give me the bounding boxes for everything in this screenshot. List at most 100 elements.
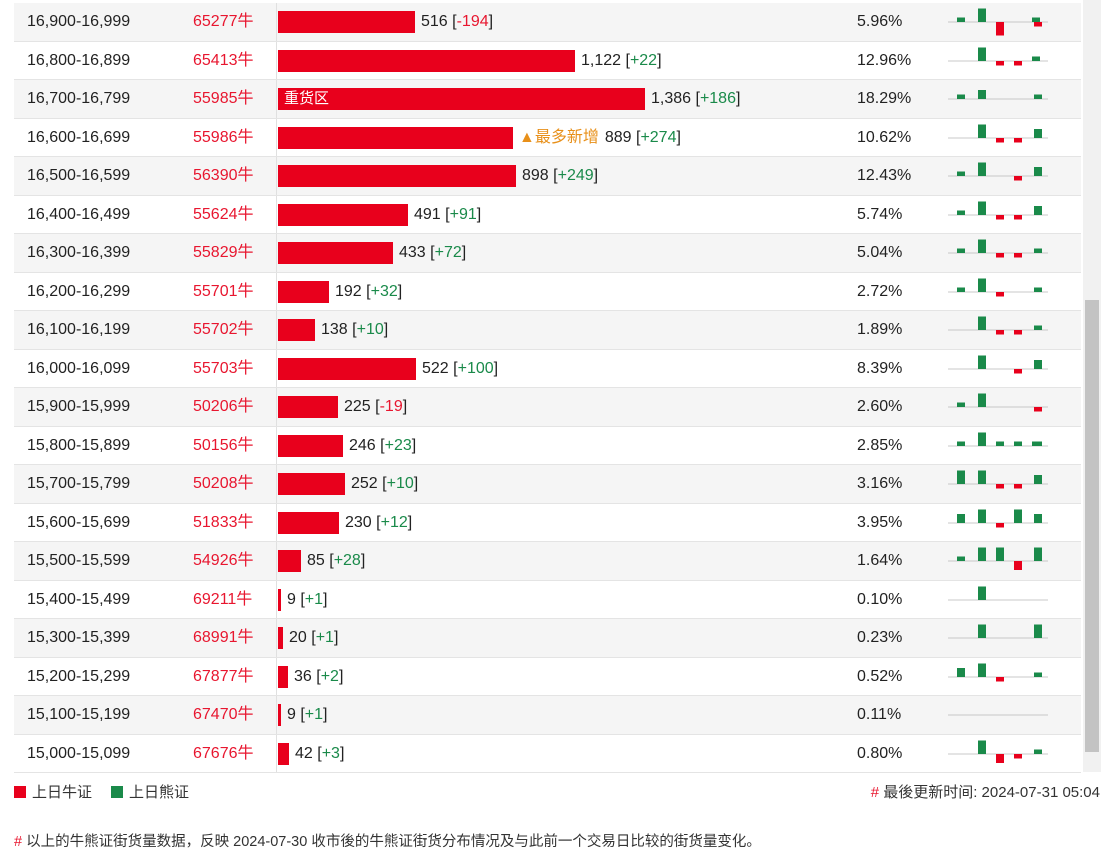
volume-bar <box>278 742 289 765</box>
volume-value: 889 <box>604 128 632 146</box>
sparkline-bar <box>978 124 986 138</box>
share-percent: 5.74% <box>857 205 903 223</box>
column-divider <box>276 542 277 580</box>
sparkline-bar <box>957 287 965 292</box>
volume-count: 1,386 [+186] <box>651 90 741 107</box>
sparkline-bar <box>978 90 986 99</box>
bull-code-link[interactable]: 55702牛 <box>193 321 254 338</box>
sparkline-bar <box>996 22 1004 36</box>
bull-code-link[interactable]: 51833牛 <box>193 513 254 531</box>
volume-count: ▲最多新增 889 [+274] <box>519 128 681 146</box>
volume-change: +1 <box>315 629 334 646</box>
volume-value: 516 <box>421 13 448 30</box>
sparkline-bar <box>978 278 986 292</box>
sparkline-bar <box>978 740 986 754</box>
bull-code-link[interactable]: 69211牛 <box>193 590 253 608</box>
volume-value: 9 <box>287 590 296 608</box>
column-divider <box>276 311 277 349</box>
scrollbar-thumb[interactable] <box>1085 300 1099 752</box>
bull-code-link[interactable]: 55986牛 <box>193 128 254 146</box>
bull-code-link[interactable]: 65277牛 <box>193 13 254 30</box>
volume-change: +2 <box>320 667 339 685</box>
volume-count: 516 [-194] <box>421 13 494 30</box>
volume-bar: 重货区 <box>278 88 645 110</box>
price-range: 15,000-15,099 <box>27 744 131 762</box>
column-divider <box>276 234 277 272</box>
sparkline-bar <box>996 676 1004 681</box>
volume-bar <box>278 11 415 33</box>
share-percent: 5.04% <box>857 244 903 261</box>
share-percent: 0.23% <box>857 629 903 646</box>
bull-code-link[interactable]: 67877牛 <box>193 667 254 685</box>
sparkline-bar <box>957 556 965 561</box>
bull-code-link[interactable]: 50206牛 <box>193 398 254 415</box>
legend-bear: 上日熊证 <box>111 784 189 802</box>
column-divider <box>276 3 277 41</box>
volume-value: 491 <box>414 205 441 223</box>
volume-change: +186 <box>699 90 736 107</box>
bull-code-link[interactable]: 55703牛 <box>193 359 254 377</box>
volume-change: +22 <box>629 51 658 69</box>
volume-count: 138 [+10] <box>321 321 389 338</box>
sparkline-bar <box>1014 137 1022 142</box>
sparkline-bar <box>978 316 986 330</box>
volume-bar <box>278 165 516 187</box>
price-range: 16,500-16,599 <box>27 167 131 184</box>
sparkline-bar <box>1014 484 1022 489</box>
bull-code-link[interactable]: 50208牛 <box>193 475 254 492</box>
sparkline-bar <box>996 753 1004 763</box>
table-row: 16,100-16,199 55702牛 138 [+10] 1.89% <box>14 311 1081 350</box>
legend-bull: 上日牛证 <box>14 784 92 802</box>
table-row: 15,800-15,899 50156牛 246 [+23] 2.85% <box>14 426 1081 465</box>
column-divider <box>276 388 277 426</box>
share-percent: 3.16% <box>857 475 903 492</box>
volume-value: 20 <box>289 629 307 646</box>
hash-mark: # <box>14 834 23 850</box>
bull-code-link[interactable]: 67470牛 <box>193 706 254 723</box>
bull-code-link[interactable]: 55985牛 <box>193 90 254 107</box>
table-row: 16,300-16,399 55829牛 433 [+72] 5.04% <box>14 234 1081 273</box>
bull-code-link[interactable]: 55829牛 <box>193 244 254 261</box>
volume-value: 225 <box>344 398 371 415</box>
bull-code-link[interactable]: 68991牛 <box>193 629 254 646</box>
volume-bar <box>278 588 281 611</box>
change-sparkline <box>948 8 1048 36</box>
column-divider <box>276 349 277 387</box>
bull-code-link[interactable]: 55701牛 <box>193 282 254 300</box>
bull-code-link[interactable]: 54926牛 <box>193 552 254 569</box>
volume-value: 42 <box>295 744 313 762</box>
volume-count: 246 [+23] <box>349 436 417 454</box>
share-percent: 10.62% <box>857 128 912 146</box>
sparkline-bar <box>1034 441 1042 446</box>
sparkline-bar <box>1014 561 1022 570</box>
sparkline-bar <box>1034 513 1042 523</box>
volume-value: 246 <box>349 436 376 454</box>
bull-code-link[interactable]: 65413牛 <box>193 51 254 69</box>
volume-count: 522 [+100] <box>422 359 499 377</box>
sparkline-bar <box>1014 509 1022 523</box>
table-row: 16,000-16,099 55703牛 522 [+100] 8.39% <box>14 349 1081 388</box>
volume-count: 9 [+1] <box>287 590 328 608</box>
sparkline-bar <box>1014 60 1022 65</box>
bull-code-link[interactable]: 55624牛 <box>193 205 254 223</box>
column-divider <box>276 426 277 464</box>
volume-value: 433 <box>399 244 426 261</box>
price-range: 15,500-15,599 <box>27 552 131 569</box>
column-divider <box>276 734 277 772</box>
bull-code-link[interactable]: 67676牛 <box>193 744 254 762</box>
change-sparkline <box>948 740 1048 763</box>
bear-swatch <box>111 786 123 798</box>
price-range: 15,300-15,399 <box>27 629 131 646</box>
table-row: 15,300-15,399 68991牛 20 [+1] 0.23% <box>14 619 1081 658</box>
sparkline-bar <box>1014 368 1022 373</box>
distribution-table: 16,900-16,999 65277牛 516 [-194] 5.96% 16,800… <box>14 3 1081 773</box>
table-row: 15,500-15,599 54926牛 85 [+28] 1.64% <box>14 542 1081 581</box>
change-sparkline <box>948 586 1048 600</box>
sparkline-bar <box>1034 167 1042 176</box>
volume-bar <box>278 49 575 72</box>
sparkline-bar <box>957 248 965 253</box>
column-divider <box>276 465 277 503</box>
bull-code-link[interactable]: 56390牛 <box>193 167 254 184</box>
table-row: 15,700-15,799 50208牛 252 [+10] 3.16% <box>14 465 1081 504</box>
bull-code-link[interactable]: 50156牛 <box>193 436 254 454</box>
